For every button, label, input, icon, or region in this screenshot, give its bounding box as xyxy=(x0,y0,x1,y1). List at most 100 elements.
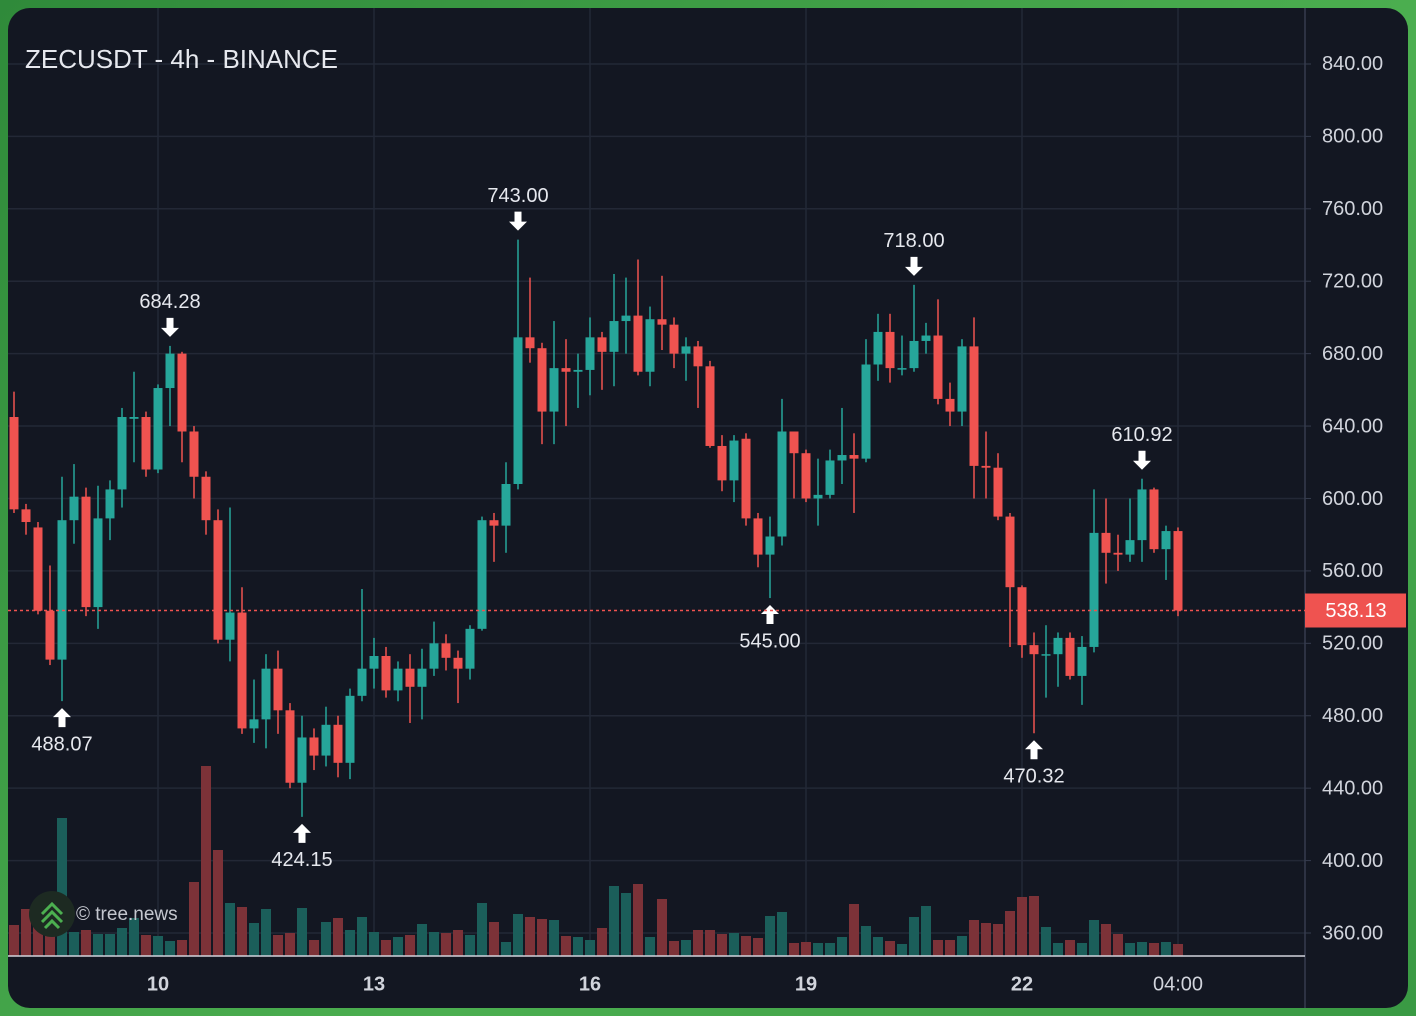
candle-body xyxy=(561,368,571,372)
volume-bar xyxy=(669,941,679,956)
candle-body xyxy=(693,346,703,367)
candle-body xyxy=(453,657,463,669)
y-tick-label: 440.00 xyxy=(1322,777,1383,799)
volume-bar xyxy=(933,940,943,956)
volume-bar xyxy=(813,943,823,956)
x-tick-label: 16 xyxy=(579,973,601,995)
volume-bar xyxy=(141,935,151,956)
volume-bar xyxy=(1149,943,1159,956)
candle-body xyxy=(153,388,163,470)
volume-bar xyxy=(81,930,91,956)
volume-bar xyxy=(393,937,403,956)
candle-body xyxy=(957,346,967,412)
candle-body xyxy=(993,467,1003,517)
volume-bar xyxy=(777,912,787,956)
candle-body xyxy=(897,368,907,370)
volume-bar xyxy=(765,916,775,956)
volume-bar xyxy=(753,938,763,956)
volume-bar xyxy=(993,924,1003,956)
volume-bar xyxy=(1005,911,1015,956)
volume-bar xyxy=(981,923,991,956)
candle-body xyxy=(633,315,643,372)
candle-body xyxy=(237,612,247,729)
volume-bar xyxy=(441,933,451,956)
volume-bar xyxy=(477,903,487,956)
volume-bar xyxy=(201,766,211,956)
volume-bar xyxy=(381,940,391,956)
volume-bar xyxy=(897,944,907,956)
last-price-box xyxy=(1305,593,1406,628)
volume-bar xyxy=(837,937,847,956)
volume-bar xyxy=(189,882,199,956)
volume-bar xyxy=(489,922,499,956)
volume-bar xyxy=(921,906,931,956)
candle-body xyxy=(681,346,691,354)
volume-bar xyxy=(561,936,571,956)
volume-bar xyxy=(513,914,523,956)
high-arrow xyxy=(161,317,179,337)
y-tick-label: 640.00 xyxy=(1322,415,1383,437)
candle-body xyxy=(501,483,511,526)
volume-bar xyxy=(321,922,331,956)
volume-bar xyxy=(1113,934,1123,956)
candle-body xyxy=(477,520,487,629)
candle-body xyxy=(261,668,271,720)
volume-bar xyxy=(717,934,727,956)
candle-body xyxy=(945,398,955,412)
candle-body xyxy=(849,455,859,459)
y-tick-label: 480.00 xyxy=(1322,705,1383,727)
volume-bar xyxy=(549,920,559,956)
candle-body xyxy=(717,445,727,481)
candle-body xyxy=(1149,489,1159,550)
volume-bar xyxy=(177,940,187,956)
candle-body xyxy=(657,319,667,325)
volume-bar xyxy=(969,920,979,956)
volume-bar xyxy=(273,935,283,956)
candle-body xyxy=(789,431,799,454)
candle-body xyxy=(57,520,67,660)
y-tick-label: 840.00 xyxy=(1322,53,1383,75)
volume-bar xyxy=(429,932,439,956)
candle-body xyxy=(21,509,31,523)
volume-bar xyxy=(57,818,67,956)
candle-body xyxy=(177,353,187,432)
candle-body xyxy=(429,643,439,669)
volume-bar xyxy=(465,935,475,956)
volume-bar xyxy=(597,928,607,956)
volume-bar xyxy=(237,907,247,956)
volume-bar xyxy=(1053,943,1063,956)
x-tick-label: 04:00 xyxy=(1153,973,1203,995)
candle-body xyxy=(297,737,307,783)
volume-bar xyxy=(345,930,355,956)
volume-bar xyxy=(33,920,43,956)
volume-bar xyxy=(501,942,511,956)
candle-body xyxy=(1053,637,1063,655)
volume-bar xyxy=(261,909,271,956)
low-arrow xyxy=(1025,740,1043,760)
candle-body xyxy=(285,710,295,783)
candle-body xyxy=(513,337,523,484)
volume-bar xyxy=(645,937,655,956)
volume-bar xyxy=(801,942,811,956)
volume-bar xyxy=(45,928,55,956)
candle-body xyxy=(1113,552,1123,555)
low-arrow xyxy=(761,605,779,625)
candle-body xyxy=(321,724,331,756)
volume-bar xyxy=(9,925,19,956)
low-label: 470.32 xyxy=(1003,766,1064,788)
volume-bar xyxy=(681,940,691,956)
volume-bar xyxy=(609,886,619,956)
volume-bar xyxy=(1029,896,1039,956)
volume-bar xyxy=(165,941,175,956)
candle-body xyxy=(1065,637,1075,676)
volume-bar xyxy=(333,918,343,956)
volume-bar xyxy=(633,884,643,956)
candle-body xyxy=(225,612,235,640)
volume-bar xyxy=(21,909,31,956)
x-tick-label: 19 xyxy=(795,973,817,995)
candle-body xyxy=(933,335,943,399)
volume-bar xyxy=(909,917,919,956)
candle-body xyxy=(741,438,751,519)
last-price-label: 538.13 xyxy=(1325,600,1386,622)
